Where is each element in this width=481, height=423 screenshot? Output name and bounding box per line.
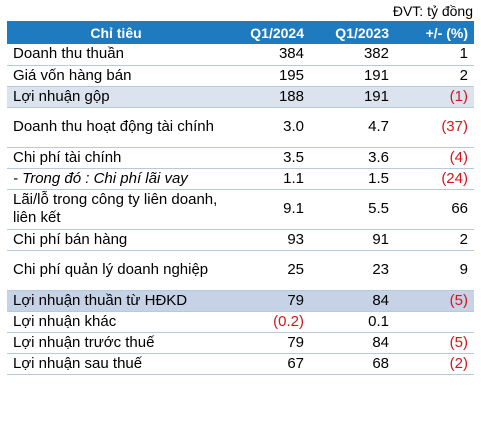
header-q1-2023: Q1/2023 bbox=[335, 24, 389, 41]
table-row: Lợi nhuận trước thuế 79 84 (5) bbox=[7, 332, 474, 353]
cell-change: (37) bbox=[441, 118, 468, 135]
cell-q1-2023: 191 bbox=[363, 66, 389, 84]
cell-q1-2024: 3.5 bbox=[283, 148, 304, 166]
table-row: Chi phí quản lý doanh nghiệp 25 23 9 bbox=[7, 250, 474, 290]
cell-q1-2023: 1.5 bbox=[368, 169, 389, 187]
cell-change: (2) bbox=[449, 354, 468, 372]
row-label: - Trong đó : Chi phí lãi vay bbox=[13, 169, 188, 187]
row-label: Lợi nhuận gộp bbox=[13, 87, 110, 105]
row-label: Lợi nhuận trước thuế bbox=[13, 333, 155, 351]
table-row: Giá vốn hàng bán 195 191 2 bbox=[7, 65, 474, 86]
cell-q1-2024: 67 bbox=[287, 354, 304, 372]
cell-q1-2023: 84 bbox=[372, 333, 389, 351]
cell-q1-2023: 91 bbox=[372, 230, 389, 248]
table-row-highlight: Lợi nhuận thuần từ HĐKD 79 84 (5) bbox=[7, 290, 474, 311]
cell-q1-2024: 3.0 bbox=[283, 118, 304, 135]
header-change: +/- (%) bbox=[425, 24, 468, 41]
row-label: Giá vốn hàng bán bbox=[13, 66, 132, 84]
cell-change: (1) bbox=[449, 87, 468, 105]
cell-change: (5) bbox=[449, 291, 468, 309]
cell-q1-2024: 79 bbox=[287, 291, 304, 309]
table-header-row: Chỉ tiêu Q1/2024 Q1/2023 +/- (%) bbox=[7, 21, 474, 44]
row-label: Chi phí tài chính bbox=[13, 148, 122, 166]
cell-change: (5) bbox=[449, 333, 468, 351]
cell-q1-2024: 195 bbox=[278, 66, 304, 84]
cell-q1-2024: 25 bbox=[287, 261, 304, 278]
financial-table: Chỉ tiêu Q1/2024 Q1/2023 +/- (%) Doanh t… bbox=[7, 21, 474, 375]
cell-change: (24) bbox=[441, 169, 468, 187]
cell-q1-2023: 3.6 bbox=[368, 148, 389, 166]
cell-change: 2 bbox=[459, 230, 468, 248]
table-row: Doanh thu hoạt động tài chính 3.0 4.7 (3… bbox=[7, 107, 474, 147]
row-label: Lãi/lỗ trong công ty liên doanh, liên kế… bbox=[13, 191, 218, 226]
cell-change: 1 bbox=[459, 45, 468, 63]
table-row: Lợi nhuận khác (0.2) 0.1 bbox=[7, 311, 474, 332]
table-row-highlight: Lợi nhuận gộp 188 191 (1) bbox=[7, 86, 474, 107]
row-label: Doanh thu thuần bbox=[13, 45, 124, 63]
table-row: Chi phí bán hàng 93 91 2 bbox=[7, 229, 474, 250]
unit-label: ĐVT: tỷ đồng bbox=[392, 3, 473, 19]
cell-q1-2023: 5.5 bbox=[368, 200, 389, 217]
row-label: Doanh thu hoạt động tài chính bbox=[13, 118, 214, 135]
row-label: Lợi nhuận thuần từ HĐKD bbox=[13, 291, 188, 309]
row-label: Lợi nhuận sau thuế bbox=[13, 354, 143, 372]
cell-q1-2023: 4.7 bbox=[368, 118, 389, 135]
cell-q1-2023: 23 bbox=[372, 261, 389, 278]
row-label: Chi phí quản lý doanh nghiệp bbox=[13, 261, 209, 278]
table-row: Chi phí tài chính 3.5 3.6 (4) bbox=[7, 147, 474, 168]
cell-q1-2024: 384 bbox=[278, 45, 304, 63]
cell-q1-2024: 79 bbox=[287, 333, 304, 351]
cell-q1-2023: 382 bbox=[363, 45, 389, 63]
cell-change: 2 bbox=[459, 66, 468, 84]
cell-q1-2023: 0.1 bbox=[368, 312, 389, 330]
header-q1-2024: Q1/2024 bbox=[250, 24, 304, 41]
row-label: Chi phí bán hàng bbox=[13, 230, 128, 248]
cell-q1-2024: 9.1 bbox=[283, 200, 304, 217]
header-indicator: Chỉ tiêu bbox=[90, 24, 142, 41]
cell-q1-2023: 191 bbox=[363, 87, 389, 105]
cell-q1-2023: 84 bbox=[372, 291, 389, 309]
table-row: Lãi/lỗ trong công ty liên doanh, liên kế… bbox=[7, 189, 474, 229]
cell-change: (4) bbox=[449, 148, 468, 166]
cell-q1-2024: (0.2) bbox=[273, 312, 304, 330]
cell-q1-2024: 93 bbox=[287, 230, 304, 248]
cell-change: 66 bbox=[451, 200, 468, 217]
cell-change bbox=[395, 311, 474, 332]
table-row: - Trong đó : Chi phí lãi vay 1.1 1.5 (24… bbox=[7, 168, 474, 189]
table-row: Lợi nhuận sau thuế 67 68 (2) bbox=[7, 353, 474, 374]
cell-change: 9 bbox=[459, 261, 468, 278]
table-row: Doanh thu thuần 384 382 1 bbox=[7, 44, 474, 65]
cell-q1-2023: 68 bbox=[372, 354, 389, 372]
row-label: Lợi nhuận khác bbox=[13, 312, 117, 330]
cell-q1-2024: 188 bbox=[278, 87, 304, 105]
cell-q1-2024: 1.1 bbox=[283, 169, 304, 187]
